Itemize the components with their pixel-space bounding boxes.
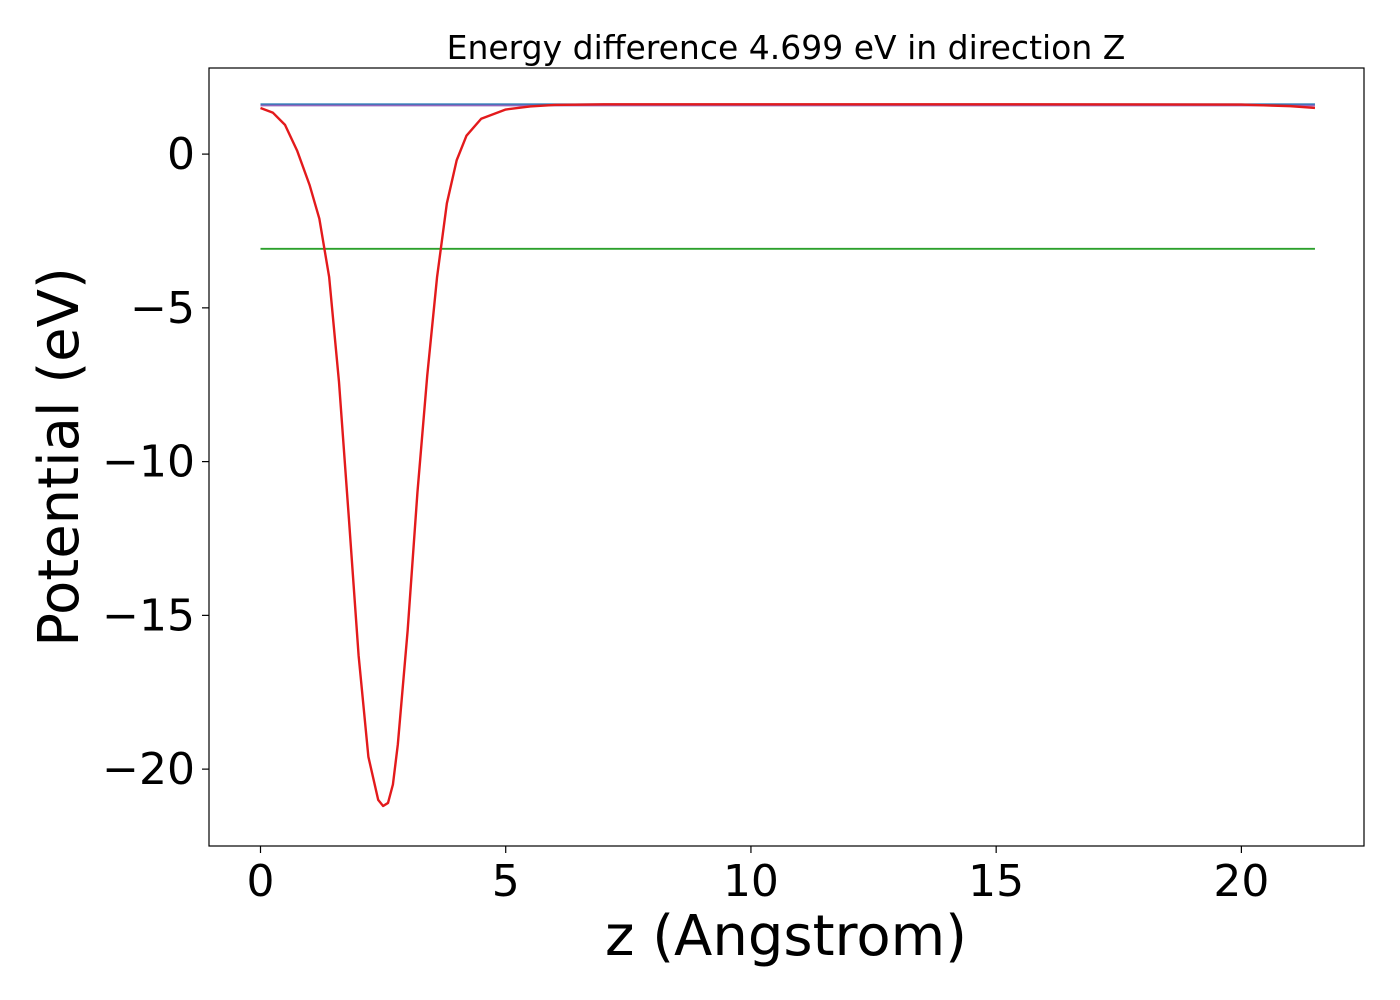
y-tick-label: −20 [102,744,195,795]
x-tick-label: 5 [492,856,520,907]
series-line-4 [260,103,1316,808]
x-axis-label: z (Angstrom) [605,904,967,969]
y-tick-label: −10 [102,437,195,488]
plot-frame [208,67,1365,847]
series-layer [260,103,1316,808]
y-tick-label: −5 [130,283,195,334]
x-tick-label: 15 [968,856,1024,907]
y-axis-ticks: 0 −5 −10 −15 −20 [102,129,209,795]
x-tick-label: 10 [723,856,779,907]
chart-title: Energy difference 4.699 eV in direction … [447,28,1126,67]
y-tick-label: 0 [167,129,195,180]
x-tick-label: 20 [1213,856,1269,907]
y-axis-label: Potential (eV) [27,267,92,647]
y-tick-label: −15 [102,590,195,641]
x-axis-ticks: 0 5 10 15 20 [246,846,1269,907]
x-tick-label: 0 [246,856,274,907]
